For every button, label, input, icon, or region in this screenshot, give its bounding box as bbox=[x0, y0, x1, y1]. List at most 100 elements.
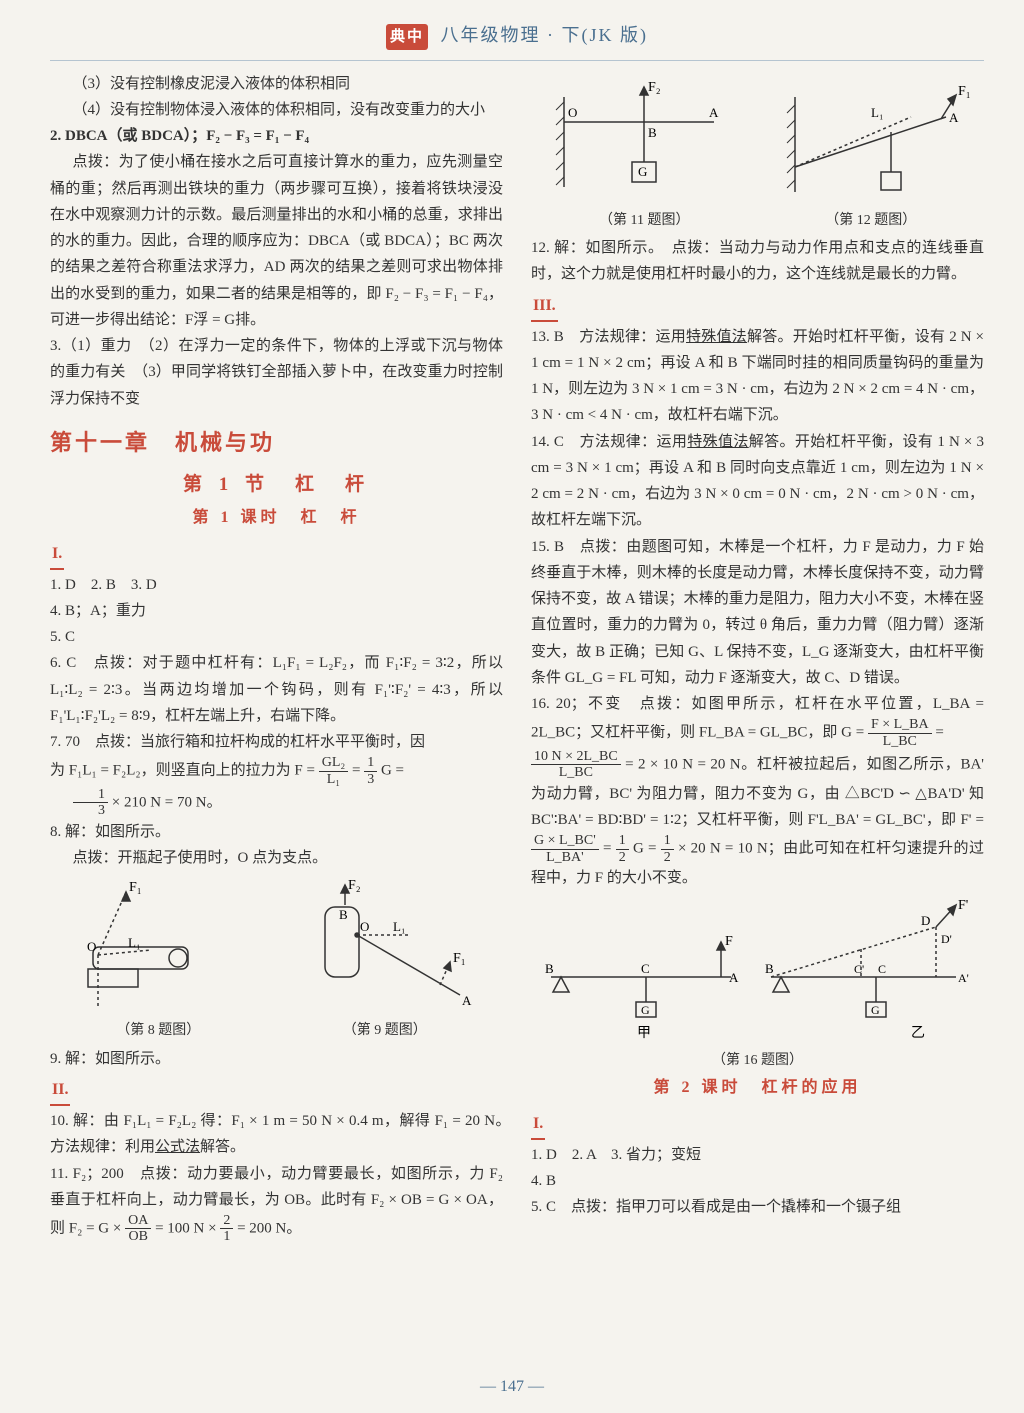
fraction: 12 bbox=[661, 833, 674, 865]
text: 5. C bbox=[50, 624, 503, 650]
text: 6. C 点拨：对于题中杠杆有：L₁F₁ = L₂F₂，而 F₁∶F₂ = 3∶… bbox=[50, 650, 503, 729]
svg-text:L₁: L₁ bbox=[393, 919, 405, 934]
text: 7. 70 点拨：当旅行箱和拉杆构成的杠杆水平平衡时，因 bbox=[50, 729, 503, 755]
text: × 210 N = 70 N。 bbox=[112, 794, 222, 810]
text: 10 N × 2L_BCL_BC = 2 × 10 N = 20 N。杠杆被拉起… bbox=[531, 749, 984, 891]
text: 2. DBCA（或 BDCA）；F₂ − F₃ = F₁ − F₄ bbox=[50, 123, 503, 149]
text: 4. B；A；重力 bbox=[50, 598, 503, 624]
svg-text:O: O bbox=[360, 919, 369, 934]
text: 点拨：为了使小桶在接水之后可直接计算水的重力，应先测量空桶的重；然后再测出铁块的… bbox=[50, 149, 503, 333]
page-header: 典中 八年级物理 · 下(JK 版) bbox=[50, 20, 984, 61]
text: 4. B bbox=[531, 1168, 984, 1194]
svg-text:G: G bbox=[871, 1003, 880, 1017]
section-marker: II. bbox=[50, 1076, 70, 1106]
svg-text:D: D bbox=[921, 913, 930, 928]
figure-caption: （第 12 题图） bbox=[771, 209, 971, 234]
text: 为 F₁L₁ = F₂L₂，则竖直向上的拉力为 F = GL₂L₁ = 13 G… bbox=[50, 755, 503, 787]
text: 13 × 210 N = 70 N。 bbox=[50, 787, 503, 819]
text: 14. C 方法规律：运用特殊值法解答。开始杠杆平衡，设有 1 N × 3 cm… bbox=[531, 429, 984, 534]
svg-text:L₁: L₁ bbox=[128, 935, 140, 950]
text: G = bbox=[381, 763, 404, 779]
svg-text:O: O bbox=[87, 939, 96, 954]
fraction: 10 N × 2L_BCL_BC bbox=[531, 749, 621, 781]
svg-text:B: B bbox=[339, 907, 348, 922]
svg-text:F': F' bbox=[958, 898, 968, 913]
svg-text:F₂: F₂ bbox=[648, 80, 661, 95]
svg-text:D': D' bbox=[941, 932, 952, 946]
figure-caption: （第 8 题图） bbox=[73, 1019, 243, 1044]
figure-row: O B A F₂ G （第 11 题图） bbox=[531, 77, 984, 234]
svg-text:C': C' bbox=[854, 962, 864, 976]
section-marker: III. bbox=[531, 292, 558, 322]
text: 15. B 点拨：由题图可知，木棒是一个杠杆，力 F 是动力，力 F 始终垂直于… bbox=[531, 534, 984, 692]
text: 点拨：开瓶起子使用时，O 点为支点。 bbox=[50, 845, 503, 871]
figure-row: F₁ L₁ O （第 8 题图） bbox=[50, 877, 503, 1044]
lesson-title: 第 1 课时 杠 杆 bbox=[50, 504, 503, 532]
left-column: （3）没有控制橡皮泥浸入液体的体积相同 （4）没有控制物体浸入液体的体积相同，没… bbox=[50, 71, 503, 1245]
svg-text:C: C bbox=[878, 962, 886, 976]
svg-text:O: O bbox=[568, 105, 577, 120]
fraction: 12 bbox=[616, 833, 629, 865]
diagram: F₁ L₁ A bbox=[771, 77, 971, 207]
svg-text:G: G bbox=[638, 164, 647, 179]
svg-text:F: F bbox=[725, 934, 733, 949]
text: 3.（1）重力 （2）在浮力一定的条件下，物体的上浮或下沉与物体的重力有关 （3… bbox=[50, 333, 503, 412]
diagram: B C A F G 甲 bbox=[531, 897, 971, 1047]
text: 5. C 点拨：指甲刀可以看成是由一个撬棒和一个镊子组 bbox=[531, 1194, 984, 1220]
svg-text:A: A bbox=[462, 993, 472, 1008]
svg-text:B: B bbox=[765, 961, 774, 976]
fraction: 13 bbox=[73, 787, 109, 819]
figure-caption: （第 9 题图） bbox=[290, 1019, 480, 1044]
page-number: — 147 — bbox=[0, 1373, 1024, 1401]
svg-text:F₁: F₁ bbox=[129, 880, 142, 895]
svg-text:A: A bbox=[729, 970, 739, 985]
svg-text:A': A' bbox=[958, 971, 969, 985]
lesson-title: 第 2 课时 杠杆的应用 bbox=[531, 1074, 984, 1102]
svg-text:L₁: L₁ bbox=[871, 105, 883, 120]
text: 11. F₂；200 点拨：动力要最小，动力臂要最长，如图所示，力 F₂ 垂直于… bbox=[50, 1161, 503, 1245]
svg-text:G: G bbox=[641, 1003, 650, 1017]
svg-text:乙: 乙 bbox=[911, 1025, 925, 1041]
figure-8: F₁ L₁ O （第 8 题图） bbox=[73, 877, 243, 1044]
figure-caption: （第 11 题图） bbox=[544, 209, 744, 234]
chapter-title: 第十一章 机械与功 bbox=[50, 424, 503, 463]
text: 10. 解：由 F₁L₁ = F₂L₂ 得：F₁ × 1 m = 50 N × … bbox=[50, 1108, 503, 1161]
fraction: 21 bbox=[220, 1213, 233, 1245]
page: 典中 八年级物理 · 下(JK 版) （3）没有控制橡皮泥浸入液体的体积相同 （… bbox=[0, 0, 1024, 1413]
figure-11: O B A F₂ G （第 11 题图） bbox=[544, 77, 744, 234]
svg-text:A: A bbox=[949, 110, 959, 125]
svg-text:C: C bbox=[641, 961, 650, 976]
section-title: 第 1 节 杠 杆 bbox=[50, 468, 503, 501]
text: 8. 解：如图所示。 bbox=[50, 819, 503, 845]
text: 1. D 2. B 3. D bbox=[50, 572, 503, 598]
text: 为 F₁L₁ = F₂L₂，则竖直向上的拉力为 F = bbox=[50, 763, 319, 779]
fraction: GL₂L₁ bbox=[319, 755, 349, 787]
figure-12: F₁ L₁ A （第 12 题图） bbox=[771, 77, 971, 234]
svg-text:甲: 甲 bbox=[637, 1026, 651, 1041]
figure-16: B C A F G 甲 bbox=[531, 897, 984, 1074]
text: 1. D 2. A 3. 省力；变短 bbox=[531, 1142, 984, 1168]
fraction: 13 bbox=[364, 755, 377, 787]
header-title: 八年级物理 · 下(JK 版) bbox=[441, 25, 649, 45]
fraction: G × L_BC'L_BA' bbox=[531, 833, 599, 865]
fraction: F × L_BAL_BC bbox=[868, 717, 932, 749]
svg-text:A: A bbox=[709, 105, 719, 120]
text: 12. 解：如图所示。 点拨：当动力与动力作用点和支点的连线垂直时，这个力就是使… bbox=[531, 235, 984, 288]
columns: （3）没有控制橡皮泥浸入液体的体积相同 （4）没有控制物体浸入液体的体积相同，没… bbox=[50, 71, 984, 1245]
diagram: F₁ L₁ O bbox=[73, 877, 243, 1017]
text: 9. 解：如图所示。 bbox=[50, 1046, 503, 1072]
figure-caption: （第 16 题图） bbox=[531, 1049, 984, 1074]
svg-text:F₁: F₁ bbox=[453, 951, 466, 966]
logo-badge: 典中 bbox=[386, 24, 428, 50]
svg-text:F₂: F₂ bbox=[348, 878, 361, 893]
section-marker: I. bbox=[50, 540, 64, 570]
section-marker: I. bbox=[531, 1110, 545, 1140]
svg-text:F₁: F₁ bbox=[958, 84, 971, 99]
diagram: F₂ B O L₁ F₁ A bbox=[290, 877, 480, 1017]
text: 16. 20；不变 点拨：如图甲所示，杠杆在水平位置，L_BA = 2L_BC；… bbox=[531, 691, 984, 749]
svg-text:B: B bbox=[545, 961, 554, 976]
text: = bbox=[352, 763, 364, 779]
text: （3）没有控制橡皮泥浸入液体的体积相同 bbox=[50, 71, 503, 97]
text: 13. B 方法规律：运用特殊值法解答。开始时杠杆平衡，设有 2 N × 1 c… bbox=[531, 324, 984, 429]
text: （4）没有控制物体浸入液体的体积相同，没有改变重力的大小 bbox=[50, 97, 503, 123]
